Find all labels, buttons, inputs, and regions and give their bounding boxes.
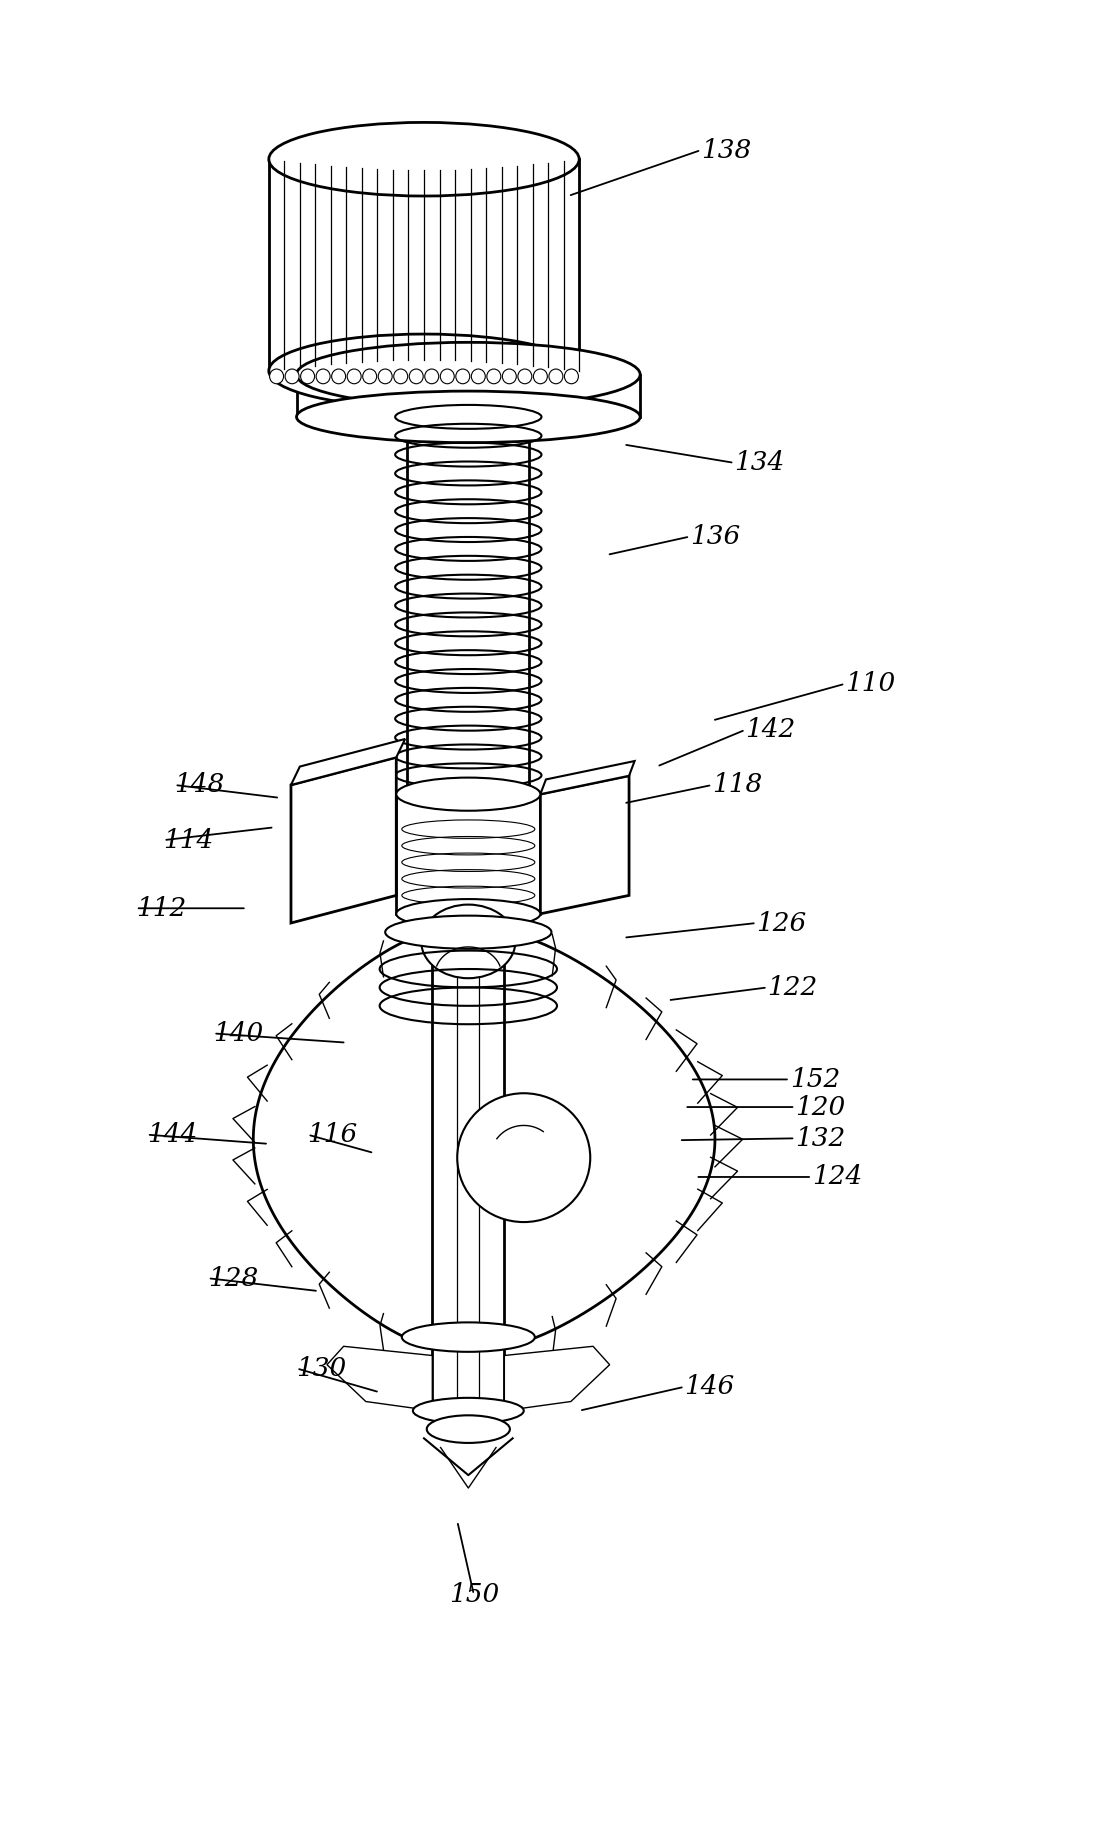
Ellipse shape [393,369,408,384]
Ellipse shape [268,334,579,408]
Ellipse shape [565,369,578,384]
Polygon shape [328,1346,432,1410]
Ellipse shape [456,369,470,384]
Text: 152: 152 [790,1067,840,1093]
Text: 112: 112 [136,895,186,921]
Text: 110: 110 [846,672,896,696]
Text: 116: 116 [307,1122,358,1146]
Text: 114: 114 [164,827,214,853]
Polygon shape [253,932,715,1346]
Ellipse shape [301,369,314,384]
Text: 150: 150 [449,1582,499,1608]
Ellipse shape [487,369,501,384]
Text: 140: 140 [214,1021,264,1047]
Ellipse shape [397,777,540,810]
Bar [408,417,529,794]
Ellipse shape [285,369,299,384]
Ellipse shape [296,342,641,406]
Ellipse shape [471,369,486,384]
Ellipse shape [440,369,455,384]
Ellipse shape [549,369,563,384]
Text: 118: 118 [712,772,762,797]
Ellipse shape [270,369,284,384]
Ellipse shape [402,1322,535,1351]
Text: 144: 144 [147,1122,197,1146]
Ellipse shape [424,369,439,384]
Text: 146: 146 [684,1373,735,1399]
Text: 132: 132 [795,1126,846,1150]
Ellipse shape [379,369,392,384]
Text: 128: 128 [208,1266,258,1290]
Text: 148: 148 [175,772,225,797]
Text: 134: 134 [734,450,784,476]
Ellipse shape [413,1397,524,1423]
Ellipse shape [502,369,516,384]
Text: 136: 136 [690,524,741,548]
Ellipse shape [534,369,547,384]
Polygon shape [540,775,629,914]
Ellipse shape [427,1416,510,1444]
Text: 138: 138 [701,137,751,162]
Polygon shape [540,761,635,794]
Bar [432,932,505,1401]
Ellipse shape [409,369,423,384]
Ellipse shape [332,369,345,384]
Bar [397,794,540,914]
Text: 142: 142 [745,718,795,742]
Text: 120: 120 [795,1095,846,1119]
Polygon shape [291,738,405,785]
Ellipse shape [348,369,361,384]
Ellipse shape [385,916,551,949]
Ellipse shape [457,1093,590,1222]
Text: 124: 124 [812,1165,862,1189]
Polygon shape [505,1346,609,1410]
Text: 126: 126 [756,910,807,936]
FancyBboxPatch shape [296,375,641,417]
Ellipse shape [397,899,540,929]
Ellipse shape [268,122,579,196]
Ellipse shape [518,369,531,384]
Text: 122: 122 [768,975,818,1001]
Polygon shape [291,757,397,923]
Text: 130: 130 [296,1357,346,1381]
Ellipse shape [421,905,516,978]
Ellipse shape [296,391,641,443]
Ellipse shape [363,369,377,384]
Ellipse shape [316,369,330,384]
